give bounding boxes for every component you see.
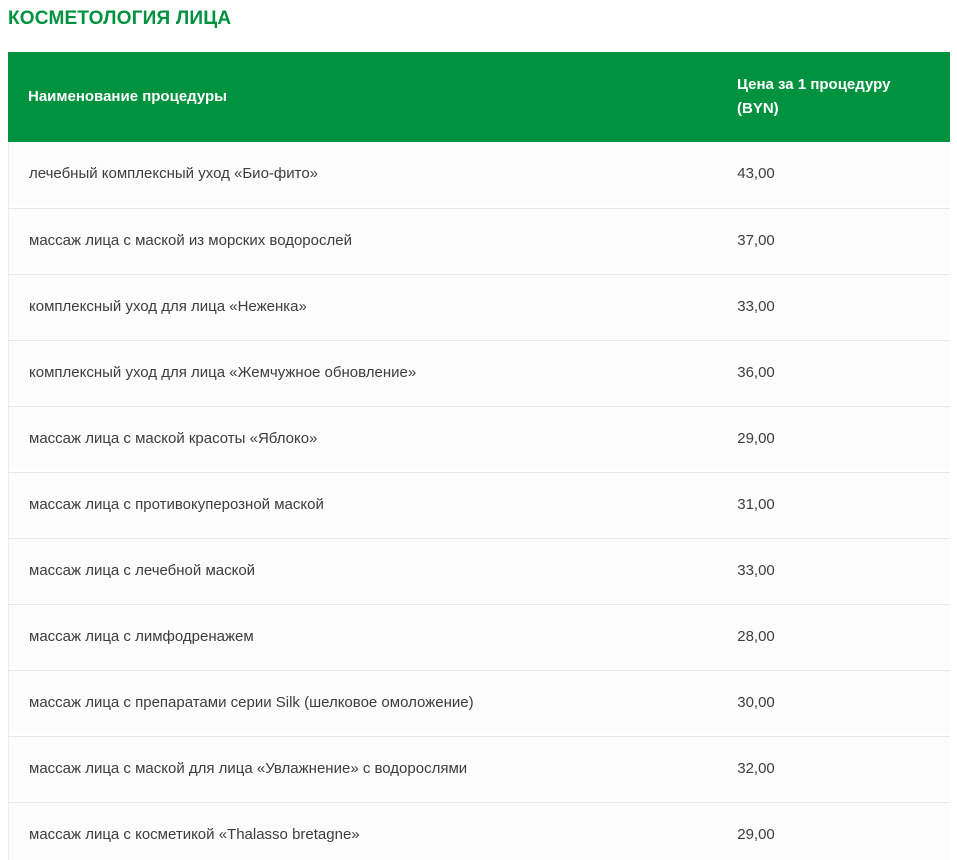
price-cell: 31,00 xyxy=(737,495,775,513)
price-cell: 29,00 xyxy=(737,429,775,447)
price-cell: 36,00 xyxy=(737,363,775,381)
table-row: массаж лица с косметикой «Thalasso breta… xyxy=(9,802,950,860)
procedure-name-cell: массаж лица с маской из морских водоросл… xyxy=(29,231,352,249)
header-procedure-name: Наименование процедуры xyxy=(28,88,227,105)
table-row: массаж лица с противокуперозной маской 3… xyxy=(9,472,950,535)
table-row: массаж лица с лимфодренажем 28,00 xyxy=(9,604,950,667)
table-row: комплексный уход для лица «Жемчужное обн… xyxy=(9,340,950,403)
table-row: комплексный уход для лица «Неженка» 33,0… xyxy=(9,274,950,337)
price-cell: 43,00 xyxy=(737,165,775,182)
price-cell: 29,00 xyxy=(737,825,775,843)
procedure-name-cell: массаж лица с маской красоты «Яблоко» xyxy=(29,429,318,447)
procedure-name-cell: массаж лица с маской для лица «Увлажнени… xyxy=(29,759,468,777)
price-cell: 33,00 xyxy=(737,297,775,315)
table-body: лечебный комплексный уход «Био-фито» 43,… xyxy=(8,142,950,860)
table-row: массаж лица с препаратами серии Silk (ше… xyxy=(9,670,950,733)
price-cell: 28,00 xyxy=(737,627,775,645)
page-title: КОСМЕТОЛОГИЯ ЛИЦА xyxy=(8,8,232,29)
price-cell: 32,00 xyxy=(737,759,775,777)
price-cell: 37,00 xyxy=(737,231,775,249)
procedure-name-cell: комплексный уход для лица «Неженка» xyxy=(29,297,307,315)
table-row: массаж лица с лечебной маской 33,00 xyxy=(9,538,950,601)
table-row: массаж лица с маской для лица «Увлажнени… xyxy=(9,736,950,799)
procedure-name-cell: комплексный уход для лица «Жемчужное обн… xyxy=(29,363,417,381)
table-header-row: Наименование процедуры Цена за 1 процеду… xyxy=(8,52,950,142)
table-row: массаж лица с маской красоты «Яблоко» 29… xyxy=(9,406,950,469)
procedure-name-cell: массаж лица с лимфодренажем xyxy=(29,627,254,645)
table-row: лечебный комплексный уход «Био-фито» 43,… xyxy=(9,142,950,205)
header-price: Цена за 1 процедуру (BYN) xyxy=(737,73,950,121)
header-price-label: Цена за 1 процедуру (BYN) xyxy=(737,76,891,117)
price-cell: 33,00 xyxy=(737,561,775,579)
table-row: массаж лица с маской из морских водоросл… xyxy=(9,208,950,271)
procedure-name-cell: массаж лица с лечебной маской xyxy=(29,561,256,579)
procedure-name-cell: массаж лица с косметикой «Thalasso breta… xyxy=(29,825,360,843)
price-table: Наименование процедуры Цена за 1 процеду… xyxy=(8,52,950,860)
procedure-name-cell: лечебный комплексный уход «Био-фито» xyxy=(29,165,319,182)
price-cell: 30,00 xyxy=(737,693,775,711)
procedure-name-cell: массаж лица с противокуперозной маской xyxy=(29,495,324,513)
procedure-name-cell: массаж лица с препаратами серии Silk (ше… xyxy=(29,693,474,711)
